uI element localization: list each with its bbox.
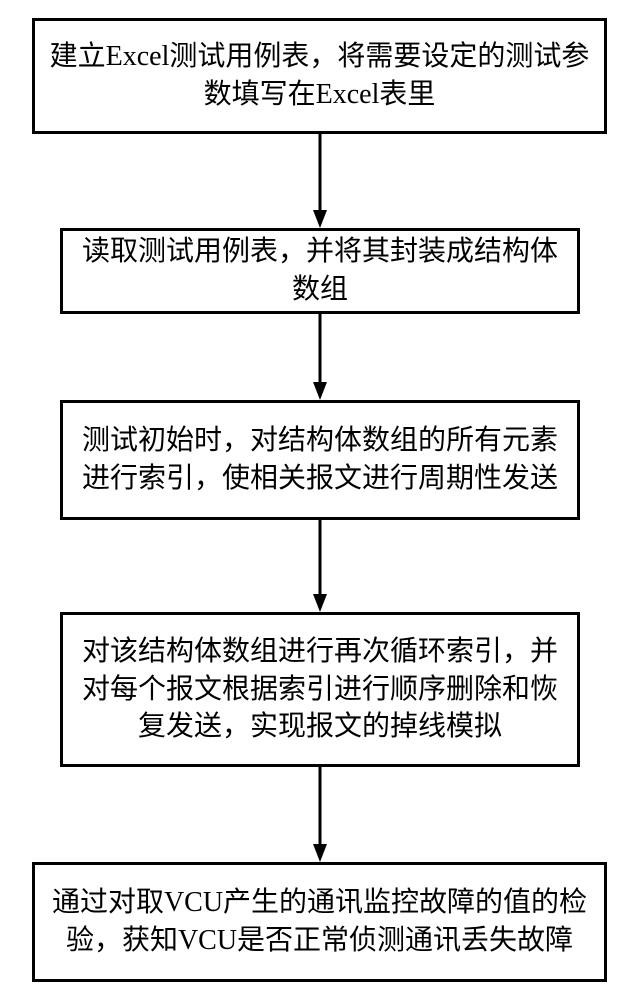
flowchart-node-4: 对该结构体数组进行再次循环索引，并对每个报文根据索引进行顺序删除和恢复发送，实现… — [60, 612, 580, 767]
flowchart-node-2: 读取测试用例表，并将其封装成结构体数组 — [60, 228, 580, 314]
node-text: 测试初始时，对结构体数组的所有元素进行索引，使相关报文进行周期性发送 — [73, 422, 567, 498]
node-text: 建立Excel测试用例表，将需要设定的测试参数填写在Excel表里 — [45, 38, 594, 114]
node-text: 读取测试用例表，并将其封装成结构体数组 — [73, 233, 567, 309]
flowchart-node-1: 建立Excel测试用例表，将需要设定的测试参数填写在Excel表里 — [32, 18, 607, 134]
flowchart-canvas: 建立Excel测试用例表，将需要设定的测试参数填写在Excel表里 读取测试用例… — [0, 0, 639, 1000]
flowchart-node-3: 测试初始时，对结构体数组的所有元素进行索引，使相关报文进行周期性发送 — [60, 400, 580, 520]
flowchart-node-5: 通过对取VCU产生的通讯监控故障的值的检验，获知VCU是否正常侦测通讯丢失故障 — [32, 862, 607, 982]
node-text: 通过对取VCU产生的通讯监控故障的值的检验，获知VCU是否正常侦测通讯丢失故障 — [45, 884, 594, 960]
node-text: 对该结构体数组进行再次循环索引，并对每个报文根据索引进行顺序删除和恢复发送，实现… — [73, 633, 567, 746]
